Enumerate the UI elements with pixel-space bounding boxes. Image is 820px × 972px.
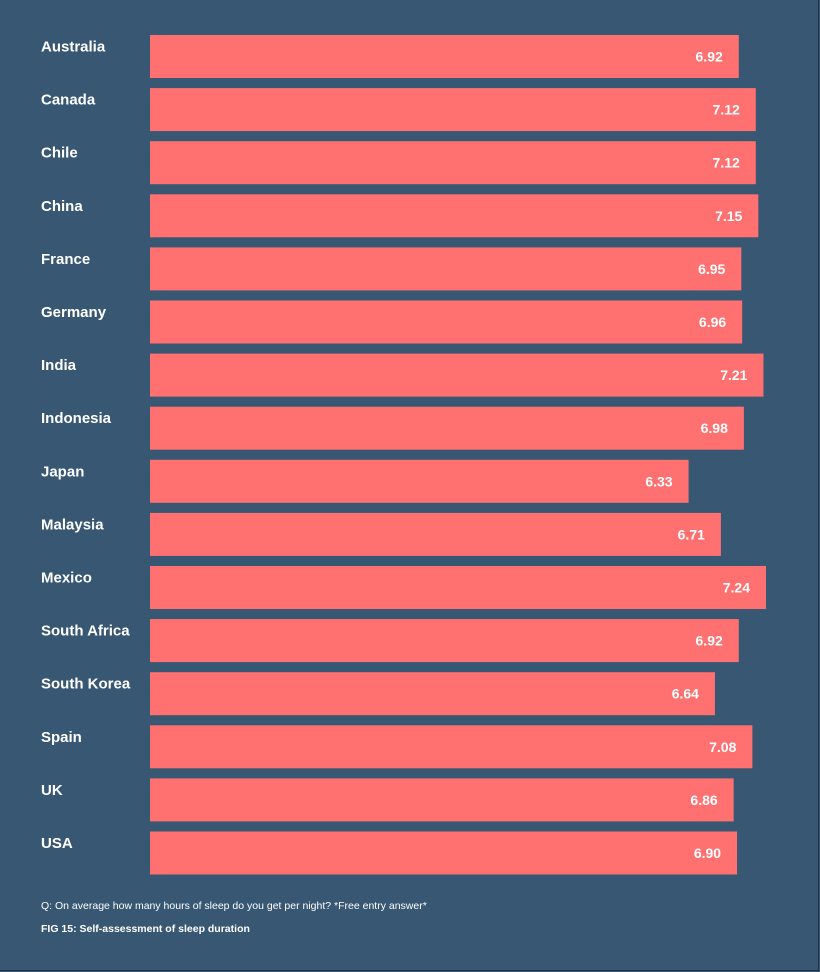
category-label-south-africa: South Africa	[41, 623, 130, 640]
bar-japan	[150, 459, 689, 503]
category-label-india: India	[41, 357, 77, 374]
value-label-canada: 7.12	[713, 102, 740, 118]
value-label-south-korea: 6.64	[672, 686, 699, 702]
value-label-france: 6.95	[698, 261, 725, 277]
category-label-malaysia: Malaysia	[41, 516, 104, 533]
value-label-indonesia: 6.98	[701, 420, 728, 436]
bar-france	[150, 247, 742, 291]
bar-china	[150, 194, 759, 238]
category-label-germany: Germany	[41, 304, 107, 321]
bar-uk	[150, 778, 734, 822]
value-label-germany: 6.96	[699, 314, 726, 330]
bar-malaysia	[150, 512, 721, 556]
bar-mexico	[150, 566, 766, 609]
category-label-uk: UK	[41, 782, 63, 799]
bar-usa	[150, 831, 738, 875]
value-label-malaysia: 6.71	[678, 526, 705, 542]
category-label-chile: Chile	[41, 145, 78, 162]
survey-question: Q: On average how many hours of sleep do…	[41, 900, 427, 912]
bar-south-korea	[150, 672, 715, 716]
bar-spain	[150, 725, 753, 769]
bar-indonesia	[150, 406, 744, 450]
value-label-spain: 7.08	[709, 739, 736, 755]
category-label-france: France	[41, 251, 90, 268]
category-label-australia: Australia	[41, 39, 106, 56]
value-label-mexico: 7.24	[723, 580, 750, 596]
bar-chart: Australia 6.92 Canada 7.12 Chile 7.12 China 7.1…	[41, 35, 766, 875]
category-label-japan: Japan	[41, 463, 84, 480]
value-label-uk: 6.86	[690, 792, 717, 808]
category-label-indonesia: Indonesia	[41, 410, 112, 427]
value-label-usa: 6.90	[694, 845, 721, 861]
category-label-usa: USA	[41, 835, 73, 852]
value-label-australia: 6.92	[696, 49, 723, 65]
bar-india	[150, 353, 764, 397]
value-label-china: 7.15	[715, 208, 742, 224]
bar-australia	[150, 35, 739, 78]
bar-germany	[150, 300, 743, 344]
value-label-japan: 6.33	[645, 473, 672, 489]
value-label-south-africa: 6.92	[696, 633, 723, 649]
bar-series: Australia 6.92 Canada 7.12 Chile 7.12 China 7.1…	[41, 35, 766, 875]
category-label-mexico: Mexico	[41, 570, 92, 587]
bar-canada	[150, 88, 756, 132]
value-label-chile: 7.12	[713, 155, 740, 171]
category-label-china: China	[41, 198, 83, 215]
bar-south-africa	[150, 619, 739, 663]
category-label-canada: Canada	[41, 92, 96, 109]
value-label-india: 7.21	[720, 367, 747, 383]
category-label-spain: Spain	[41, 729, 82, 746]
figure-caption: FIG 15: Self-assessment of sleep duratio…	[41, 923, 250, 935]
bar-chile	[150, 141, 756, 185]
category-label-south-korea: South Korea	[41, 676, 131, 693]
